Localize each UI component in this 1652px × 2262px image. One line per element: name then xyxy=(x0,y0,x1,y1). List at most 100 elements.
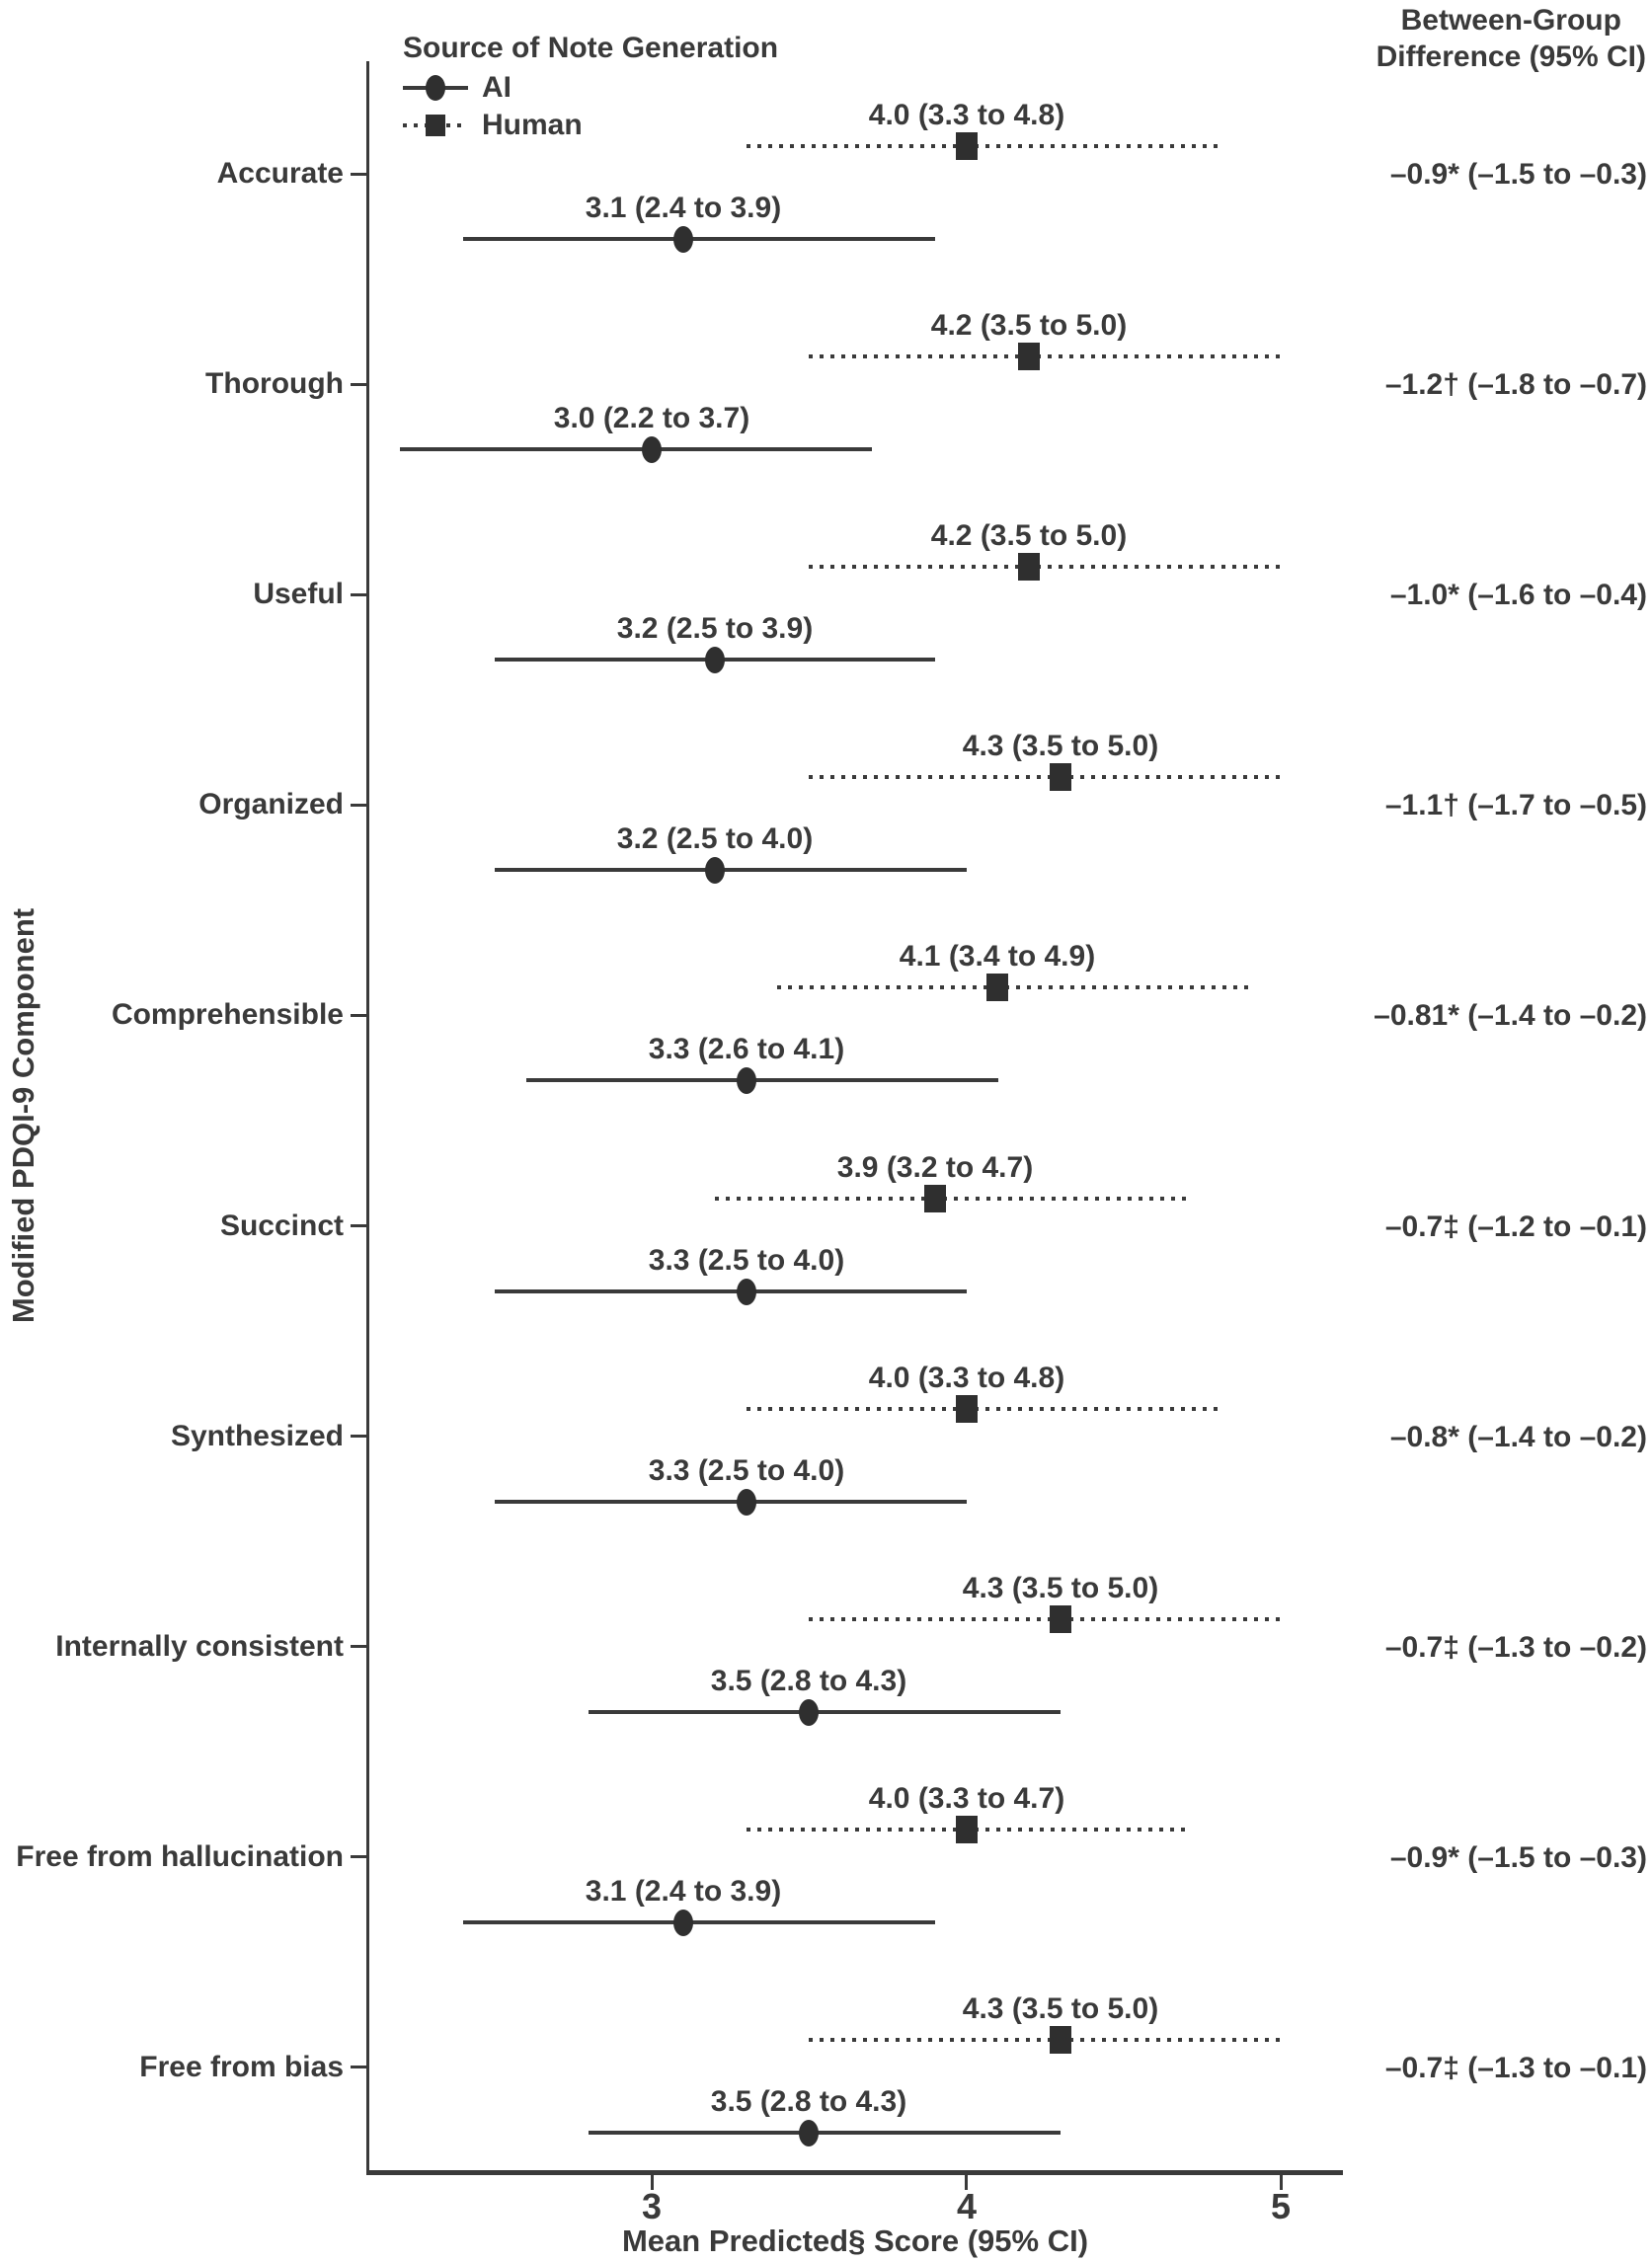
ai-marker-circle-icon xyxy=(737,1489,756,1516)
ai-value-label: 3.1 (2.4 to 3.9) xyxy=(585,192,782,224)
x-tick-label: 3 xyxy=(641,2186,663,2226)
category-tick xyxy=(351,1855,367,1858)
ai-ci-line xyxy=(463,237,935,241)
human-marker-square-icon xyxy=(1050,763,1071,791)
human-ci-line xyxy=(809,775,1281,779)
human-ci-line xyxy=(777,985,1249,989)
legend-label-human: Human xyxy=(482,109,583,141)
human-ci-line xyxy=(747,1407,1219,1411)
category-tick xyxy=(351,1645,367,1648)
ai-ci-line xyxy=(526,1078,998,1082)
category-tick xyxy=(351,173,367,176)
category-label: Synthesized xyxy=(170,1420,344,1452)
between-group-difference-header: Between-Group Difference (95% CI) xyxy=(1377,2,1646,75)
x-tick xyxy=(965,2175,968,2190)
ai-circle-icon xyxy=(426,75,445,101)
between-group-difference-value: –0.7‡ (–1.3 to –0.2) xyxy=(1384,1631,1647,1664)
between-group-difference-value: –0.8* (–1.4 to –0.2) xyxy=(1389,1421,1647,1453)
ai-value-label: 3.5 (2.8 to 4.3) xyxy=(710,1665,907,1697)
human-value-label: 4.0 (3.3 to 4.8) xyxy=(868,99,1065,131)
human-square-icon xyxy=(426,115,445,136)
category-label: Organized xyxy=(198,788,344,820)
between-group-difference-value: –0.9* (–1.5 to –0.3) xyxy=(1389,1841,1647,1874)
human-value-label: 4.3 (3.5 to 5.0) xyxy=(962,1572,1159,1604)
ai-ci-line xyxy=(495,1289,967,1293)
human-ci-line xyxy=(747,144,1219,148)
ai-marker-circle-icon xyxy=(642,436,662,463)
human-value-label: 4.0 (3.3 to 4.8) xyxy=(868,1362,1065,1394)
between-group-difference-value: –0.7‡ (–1.2 to –0.1) xyxy=(1384,1210,1647,1243)
category-tick xyxy=(351,1435,367,1438)
human-value-label: 4.1 (3.4 to 4.9) xyxy=(899,940,1096,973)
between-group-difference-value: –0.7‡ (–1.3 to –0.1) xyxy=(1384,2052,1647,2084)
category-label: Comprehensible xyxy=(111,998,344,1031)
category-tick xyxy=(351,383,367,386)
legend-label-ai: AI xyxy=(482,71,511,104)
ai-marker-circle-icon xyxy=(799,2120,819,2146)
header-line-1: Between-Group xyxy=(1400,4,1621,37)
legend-item-ai: AI xyxy=(403,69,778,107)
header-line-2: Difference (95% CI) xyxy=(1376,40,1646,73)
ai-value-label: 3.1 (2.4 to 3.9) xyxy=(585,1875,782,1908)
ai-value-label: 3.2 (2.5 to 4.0) xyxy=(616,822,814,855)
y-axis-title: Modified PDQI-9 Component xyxy=(6,907,40,1324)
human-marker-square-icon xyxy=(986,974,1008,1001)
ai-ci-line xyxy=(589,2131,1061,2135)
x-tick xyxy=(651,2175,654,2190)
human-ci-line xyxy=(809,354,1281,358)
category-tick xyxy=(351,593,367,596)
ai-value-label: 3.3 (2.5 to 4.0) xyxy=(648,1454,845,1487)
human-value-label: 4.3 (3.5 to 5.0) xyxy=(962,730,1159,762)
y-axis-line xyxy=(366,61,369,2175)
human-marker-square-icon xyxy=(924,1185,946,1212)
human-ci-line xyxy=(715,1197,1187,1201)
human-ci-line xyxy=(809,2038,1281,2042)
ai-value-label: 3.3 (2.5 to 4.0) xyxy=(648,1244,845,1277)
category-label: Thorough xyxy=(205,367,344,400)
ai-marker-circle-icon xyxy=(705,647,725,673)
between-group-difference-value: –1.0* (–1.6 to –0.4) xyxy=(1389,579,1647,611)
between-group-difference-value: –1.2† (–1.8 to –0.7) xyxy=(1384,368,1647,401)
human-value-label: 4.2 (3.5 to 5.0) xyxy=(930,519,1128,552)
ai-value-label: 3.3 (2.6 to 4.1) xyxy=(648,1033,845,1065)
human-marker-square-icon xyxy=(1018,343,1040,370)
category-label: Internally consistent xyxy=(55,1630,344,1663)
human-marker-square-icon xyxy=(1050,1605,1071,1633)
between-group-difference-value: –0.9* (–1.5 to –0.3) xyxy=(1389,158,1647,191)
category-label: Free from bias xyxy=(139,2051,344,2083)
human-marker-square-icon xyxy=(1050,2026,1071,2054)
category-label: Accurate xyxy=(216,157,344,190)
human-marker-square-icon xyxy=(1018,553,1040,581)
between-group-difference-value: –1.1† (–1.7 to –0.5) xyxy=(1384,789,1647,821)
x-tick-label: 4 xyxy=(956,2186,978,2226)
human-value-label: 4.0 (3.3 to 4.7) xyxy=(868,1782,1065,1815)
ai-ci-line xyxy=(463,1920,935,1924)
human-value-label: 3.9 (3.2 to 4.7) xyxy=(836,1151,1034,1184)
x-tick xyxy=(1280,2175,1283,2190)
human-value-label: 4.2 (3.5 to 5.0) xyxy=(930,309,1128,342)
human-ci-line xyxy=(809,565,1281,569)
category-tick xyxy=(351,804,367,807)
category-label: Free from hallucination xyxy=(16,1840,344,1873)
human-marker-square-icon xyxy=(956,132,978,160)
x-tick-label: 5 xyxy=(1270,2186,1292,2226)
human-marker-square-icon xyxy=(956,1816,978,1843)
ai-marker-circle-icon xyxy=(673,226,693,253)
legend-item-human: Human xyxy=(403,107,778,144)
human-ci-line xyxy=(809,1617,1281,1621)
ai-marker-circle-icon xyxy=(799,1699,819,1726)
ai-ci-line xyxy=(589,1710,1061,1714)
legend-title: Source of Note Generation xyxy=(403,32,779,64)
category-label: Succinct xyxy=(219,1209,344,1242)
ai-marker-circle-icon xyxy=(705,857,725,884)
category-label: Useful xyxy=(253,578,344,610)
ai-ci-line xyxy=(495,1500,967,1504)
ai-value-label: 3.5 (2.8 to 4.3) xyxy=(710,2085,907,2118)
human-value-label: 4.3 (3.5 to 5.0) xyxy=(962,1992,1159,2025)
category-tick xyxy=(351,1224,367,1227)
category-tick xyxy=(351,2066,367,2068)
ai-marker-circle-icon xyxy=(737,1279,756,1305)
human-marker-square-icon xyxy=(956,1395,978,1423)
x-axis-line xyxy=(366,2170,1343,2175)
